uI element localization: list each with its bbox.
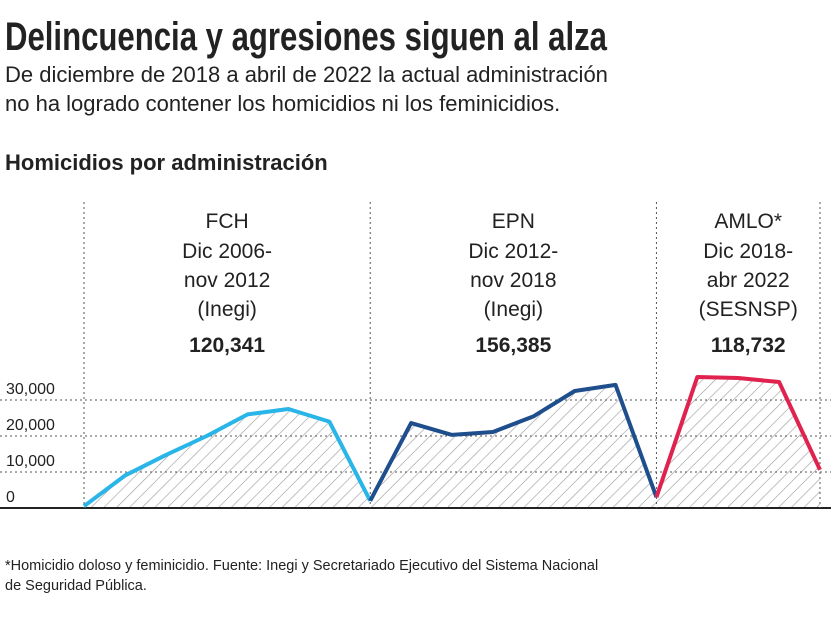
subtitle: De diciembre de 2018 a abril de 2022 la …: [5, 62, 608, 87]
annotation-total: 118,732: [711, 334, 786, 357]
area: [84, 409, 371, 508]
annotation: nov 2012: [184, 269, 270, 292]
annotation: (Inegi): [484, 298, 544, 321]
subtitle: no ha logrado contener los homicidios ni…: [5, 91, 560, 116]
footnote: de Seguridad Pública.: [5, 578, 147, 594]
y-tick-label: 0: [6, 489, 15, 506]
y-tick-label: 10,000: [6, 453, 55, 470]
legend-label: EPN: [492, 210, 535, 233]
annotation: Dic 2006-: [182, 240, 272, 263]
legend-label: AMLO*: [714, 210, 782, 233]
area: [656, 376, 820, 508]
annotation: nov 2018: [470, 269, 556, 292]
annotation: (SESNSP): [699, 298, 798, 321]
annotation-total: 156,385: [475, 334, 551, 357]
legend-label: FCH: [206, 210, 249, 233]
annotation-total: 120,341: [189, 334, 265, 357]
line: [654, 374, 822, 498]
chart-subtitle: Homicidios por administración: [5, 150, 328, 175]
annotation: Dic 2018-: [703, 240, 793, 263]
annotation: abr 2022: [707, 269, 790, 292]
plot: 0 10,000 20,000 30,000 FCH Dic 2006- nov 2012 (…: [0, 202, 831, 509]
line: [368, 382, 659, 502]
annotation: (Inegi): [197, 298, 257, 321]
annotation: Dic 2012-: [468, 240, 558, 263]
y-tick-label: 20,000: [6, 417, 55, 434]
y-tick-label: 30,000: [6, 381, 55, 398]
chart-title: Delincuencia y agresiones siguen al alza: [5, 15, 608, 59]
area: [370, 384, 657, 508]
footnote: *Homicidio doloso y feminicidio. Fuente:…: [5, 558, 598, 574]
line: [82, 407, 372, 508]
